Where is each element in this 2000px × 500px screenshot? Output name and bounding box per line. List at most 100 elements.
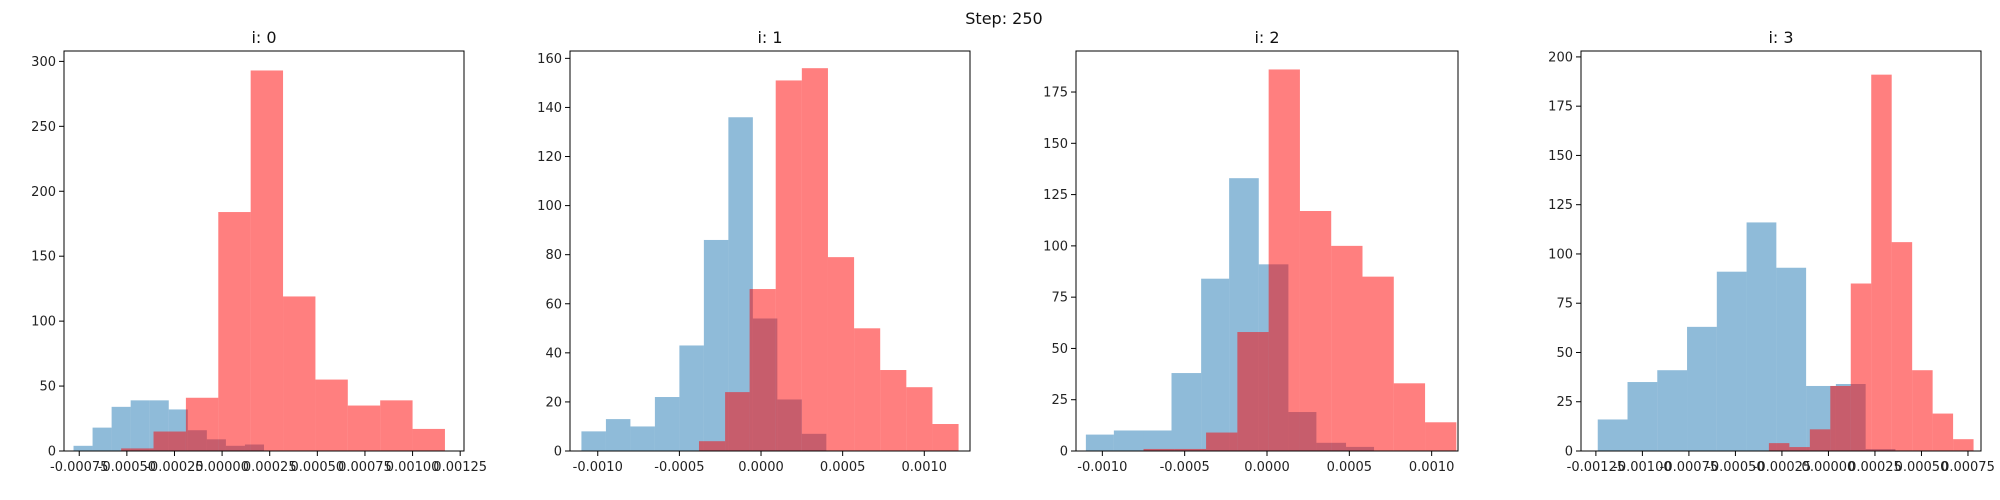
y-tick-label: 175	[1548, 100, 1573, 115]
x-tick-label: -0.00100	[1613, 460, 1671, 475]
bars-group	[73, 70, 445, 451]
x-tick-label: -0.0005	[1160, 460, 1210, 475]
subplot-title: i: 1	[757, 28, 782, 47]
x-tick-label: 0.0010	[902, 460, 948, 475]
histogram-bar	[880, 370, 907, 451]
x-tick-label: 0.0000	[738, 460, 784, 475]
histogram-bar	[1789, 447, 1810, 451]
x-tick-label: 0.00075	[1941, 460, 1995, 475]
subplot-2: -0.0010 -0.0005 0.0000 0.0005 0.0010 0 25 50 75 1…	[1043, 28, 1459, 475]
subplot-title: i: 3	[1768, 28, 1793, 47]
histogram-bar	[283, 296, 316, 451]
histogram-bar	[1174, 448, 1207, 451]
axes-frame	[1580, 50, 1982, 452]
histogram-bar	[1871, 74, 1892, 451]
y-tick-label: 300	[31, 55, 56, 70]
histogram-bar	[1143, 448, 1175, 451]
x-tick-label: 0.00025	[243, 460, 297, 475]
y-tick-label: 100	[537, 199, 562, 214]
y-tick-label: 100	[1043, 239, 1068, 254]
histogram-bar	[1809, 429, 1831, 451]
histogram-bar	[630, 426, 655, 451]
x-tick-label: 0.00025	[1848, 460, 1902, 475]
y-tick-label: 25	[1051, 393, 1068, 408]
histogram-bar	[380, 400, 413, 451]
histogram-bar	[1687, 326, 1717, 451]
x-tick-label: 0.00000	[195, 460, 249, 475]
histogram-bar	[1237, 332, 1269, 451]
x-tick-label: -0.00050	[1706, 460, 1764, 475]
histogram-bar	[1953, 439, 1974, 451]
histogram-bar	[1299, 211, 1332, 451]
x-tick-label: 0.00050	[290, 460, 344, 475]
histogram-bar	[1932, 413, 1954, 451]
x-tick-label: -0.00125	[1567, 460, 1625, 475]
y-tick-label: 120	[537, 150, 562, 165]
bars-group	[1597, 74, 1974, 451]
histogram-bar	[679, 345, 704, 451]
axes-frame	[569, 50, 971, 452]
x-tick-label: -0.00075	[50, 460, 108, 475]
histogram-bar	[153, 431, 186, 451]
histogram-bar	[1206, 432, 1238, 451]
y-tick-label: 125	[1043, 188, 1068, 203]
y-tick-label: 50	[39, 380, 56, 395]
histogram-bar	[932, 424, 959, 451]
x-tick-label: -0.0010	[573, 460, 623, 475]
y-tick-label: 20	[545, 395, 562, 410]
y-tick-label: 60	[545, 297, 562, 312]
y-tick-label: 150	[1548, 149, 1573, 164]
histogram-bar	[1627, 382, 1658, 451]
histogram-bar	[347, 405, 381, 451]
y-tick-label: 0	[48, 445, 56, 460]
y-tick-label: 200	[31, 185, 56, 200]
histogram-bar	[1268, 69, 1300, 451]
histogram-bar	[1331, 245, 1363, 451]
y-tick-label: 25	[1556, 395, 1573, 410]
histogram-bar	[698, 441, 726, 451]
histogram-bar	[1657, 370, 1688, 451]
histogram-bar	[412, 428, 445, 451]
y-tick-label: 0	[1060, 445, 1068, 460]
histogram-bar	[1143, 430, 1172, 451]
x-tick-label: 0.00125	[433, 460, 487, 475]
histogram-bar	[725, 392, 750, 451]
histogram-bar	[1891, 242, 1913, 451]
histogram-bar	[315, 379, 348, 451]
y-tick-label: 40	[545, 346, 562, 361]
y-tick-label: 100	[31, 315, 56, 330]
y-tick-label: 125	[1548, 198, 1573, 213]
histogram-bar	[581, 431, 606, 451]
histogram-bar	[1362, 276, 1394, 451]
histogram-bar	[654, 397, 680, 451]
histogram-bar	[749, 289, 776, 451]
axes-frame	[63, 50, 465, 452]
histogram-bar	[906, 387, 933, 451]
histogram-bar	[1393, 383, 1426, 451]
histogram-bar	[605, 419, 631, 451]
histogram-bar	[1113, 430, 1144, 451]
histogram-bar	[1597, 419, 1628, 451]
y-tick-label: 150	[1043, 137, 1068, 152]
y-tick-label: 175	[1043, 86, 1068, 101]
subplot-3: -0.00125-0.00100-0.00075-0.00050-0.00025…	[1548, 28, 1995, 475]
subplot-title: i: 2	[1254, 28, 1279, 47]
y-tick-label: 0	[1565, 445, 1573, 460]
histogram-bar	[111, 406, 131, 451]
subplot-title: i: 0	[251, 28, 276, 47]
x-tick-label: -0.00050	[98, 460, 156, 475]
histogram-bar	[1425, 422, 1457, 451]
histogram-bar	[854, 328, 881, 451]
histogram-bar	[801, 68, 828, 451]
y-tick-label: 0	[554, 445, 562, 460]
subplot-1: -0.0010 -0.0005 0.0000 0.0005 0.0010 0 20 40 60 8…	[537, 28, 971, 475]
histogram-bar	[1171, 373, 1202, 451]
x-tick-label: 0.00050	[1895, 460, 1949, 475]
y-tick-label: 100	[1548, 247, 1573, 262]
x-tick-label: 0.00000	[1802, 460, 1856, 475]
y-tick-label: 75	[1556, 297, 1573, 312]
histogram-bar	[130, 400, 150, 451]
y-tick-label: 80	[545, 248, 562, 263]
y-tick-label: 75	[1051, 291, 1068, 306]
